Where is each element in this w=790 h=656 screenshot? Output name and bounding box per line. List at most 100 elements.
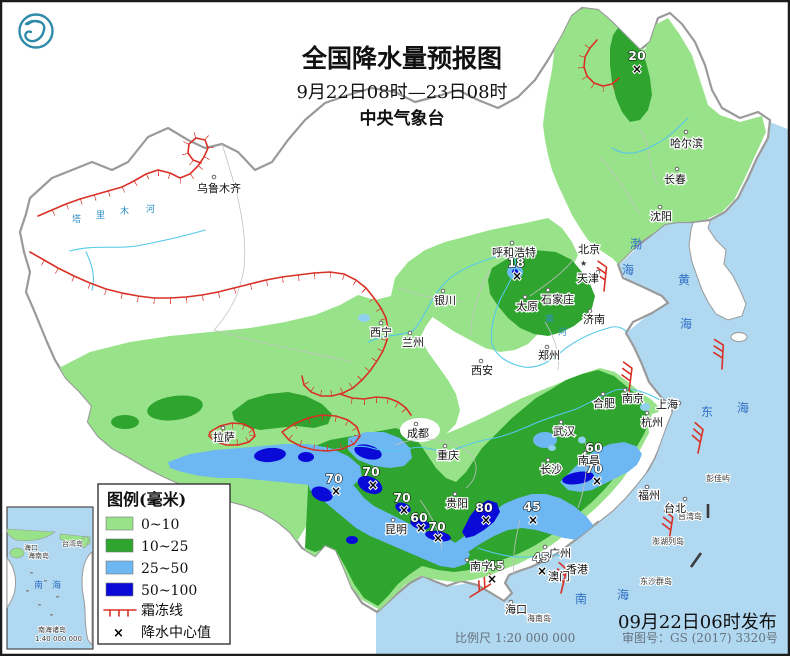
svg-text:80: 80 — [475, 500, 493, 515]
svg-text:20: 20 — [628, 48, 646, 63]
map-scale: 比例尺 1:20 000 000 — [455, 631, 575, 645]
east-south-sea — [376, 114, 790, 656]
svg-text:济南: 济南 — [583, 312, 605, 326]
svg-text:70: 70 — [325, 471, 343, 486]
city-yinchuan: 银川 — [433, 288, 457, 308]
legend-center-symbol: × — [113, 626, 124, 641]
inset-taiwan-label: 台湾岛 — [62, 539, 83, 548]
value-marker-guangxi-n: 80× — [475, 499, 494, 528]
svg-text:武汉: 武汉 — [553, 425, 575, 438]
svg-text:45: 45 — [487, 558, 504, 573]
footer: 09月22日06时发布 比例尺 1:20 000 000 审图号：GS (201… — [455, 612, 778, 645]
svg-text:×: × — [487, 572, 497, 586]
zone-darkblue-4 — [410, 518, 430, 530]
zone-darkgreen-tibet-a — [147, 395, 203, 421]
legend-swatch-50-100 — [105, 582, 134, 597]
inset-taiwan — [81, 535, 89, 549]
value-marker-yunnan-se: 70× — [428, 518, 447, 546]
city-urumqi: 乌鲁木齐 — [196, 174, 242, 196]
city-nanning: 南宁 — [464, 557, 493, 574]
svg-text:×: × — [528, 513, 538, 527]
svg-text:西安: 西安 — [471, 363, 493, 377]
songhua-river — [611, 117, 689, 154]
svg-text:长春: 长春 — [664, 173, 686, 186]
city-lhasa: 拉萨 — [212, 425, 236, 445]
tarim-river-label: 塔 — [72, 213, 81, 225]
svg-text:银川: 银川 — [434, 293, 456, 307]
bohai-sea-label: 海 — [622, 262, 634, 277]
city-fuzhou: 福州 — [637, 484, 661, 503]
inset-coast-strip — [6, 528, 56, 542]
svg-text:×: × — [537, 564, 547, 578]
frost-line-northeast-arc — [584, 39, 620, 86]
frost-line-tarim-loop — [29, 251, 389, 397]
taiwan-island-label: 台湾岛 — [678, 511, 702, 521]
svg-text:北京: 北京 — [578, 242, 600, 256]
pearl-river — [477, 547, 561, 558]
legend-frost-label: 霜冻线 — [141, 602, 183, 619]
pengjia-islet-label: 彭佳屿 — [706, 473, 730, 483]
approval-number: 审图号：GS (2017) 3320号 — [622, 630, 778, 645]
city-shijiazhuang: 石家庄 — [540, 287, 575, 307]
inset-indochina — [6, 556, 17, 609]
svg-text:×: × — [632, 62, 642, 76]
frost-line-south-loop — [281, 414, 361, 452]
svg-text:70: 70 — [393, 490, 411, 505]
svg-text:南宁: 南宁 — [470, 559, 492, 573]
legend-label-25-50: 25~50 — [141, 561, 188, 577]
svg-text:60: 60 — [410, 510, 428, 525]
legend-swatch-25-50 — [105, 560, 134, 575]
inset-islands-dots — [26, 572, 59, 616]
legend-frost-line-icon — [103, 609, 137, 617]
svg-text:×: × — [592, 474, 602, 488]
value-marker-nanning: 45× — [486, 557, 505, 587]
city-chongqing: 重庆 — [436, 443, 460, 463]
sea-layer — [376, 114, 790, 656]
city-changsha: 长沙 — [539, 457, 563, 477]
city-guiyang: 贵阳 — [445, 491, 469, 511]
zone-darkblue-3 — [395, 502, 411, 514]
yellow-river-label: 黄 — [545, 313, 554, 325]
city-nanjing: 南京 — [621, 387, 645, 406]
frost-line-lhasa-loop — [208, 422, 256, 446]
beijing-star-icon: ★ — [580, 259, 587, 268]
wind-barb-icon — [713, 338, 725, 370]
legend-title: 图例(毫米) — [107, 490, 186, 509]
page-title: 全国降水量预报图 — [301, 44, 502, 73]
svg-text:45: 45 — [523, 499, 540, 514]
svg-text:拉萨: 拉萨 — [213, 430, 235, 444]
wind-barb-icon — [469, 573, 492, 598]
value-marker-tibet-se: 70× — [325, 470, 344, 499]
svg-text:×: × — [331, 484, 341, 498]
legend-label-50-100: 50~100 — [141, 583, 197, 599]
tarim-river-label: 河 — [146, 203, 155, 215]
svg-text:18: 18 — [507, 255, 524, 270]
hainan-island-label: 海南岛 — [527, 613, 551, 623]
publish-time: 09月22日06时发布 — [618, 612, 777, 633]
legend: 图例(毫米) 0~10 10~25 25~50 50~100 霜冻线 × 降水中… — [97, 483, 231, 645]
city-hongkong: 香港 — [565, 562, 590, 578]
penghu-islands-label: 澎湖列岛 — [652, 536, 684, 546]
svg-text:×: × — [481, 513, 491, 527]
value-marker-sichuan-s: 70× — [362, 463, 381, 493]
city-shanghai: 上海 — [655, 396, 682, 412]
svg-text:沈阳: 沈阳 — [650, 209, 672, 223]
zone-darkgreen-northeast — [610, 28, 652, 122]
east-sea-label: 海 — [737, 400, 749, 415]
zone-darkgreen-tibet-b — [111, 415, 139, 429]
svg-text:香港: 香港 — [566, 563, 588, 576]
zone-darkblue-11 — [354, 444, 382, 460]
header: 全国降水量预报图 9月22日08时—23日08时 中央气象台 — [296, 44, 507, 129]
value-marker-yunnan-e: 60× — [410, 509, 429, 536]
value-marker-yunnan-c: 70× — [393, 489, 412, 518]
inset-hainan-label: 海南岛 — [28, 551, 49, 560]
svg-text:合肥: 合肥 — [593, 396, 615, 410]
wind-barb-icon — [661, 510, 674, 542]
svg-text:70: 70 — [362, 464, 380, 479]
value-marker-hunan-s: 45× — [523, 498, 542, 528]
value-marker-hohhot: 18× — [507, 254, 526, 284]
track-mark-icon — [689, 552, 703, 568]
legend-swatch-0-10 — [105, 516, 134, 531]
